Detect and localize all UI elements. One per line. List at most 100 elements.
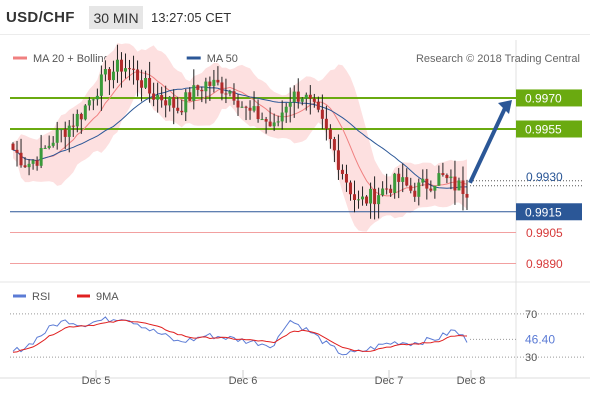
candle-down <box>348 182 352 195</box>
rsi-legend: RSI 9MA <box>13 291 119 303</box>
candle-down <box>465 193 469 198</box>
candle-down <box>268 121 272 127</box>
candle-down <box>461 180 465 194</box>
candle-up <box>228 91 232 94</box>
rsi-legend-label: RSI <box>32 291 50 303</box>
candle-up <box>369 188 373 204</box>
candle-down <box>224 93 228 95</box>
x-axis: Dec 5 Dec 6 Dec 7 Dec 8 <box>0 370 590 387</box>
candle-down <box>196 85 200 90</box>
candle-up <box>59 129 63 131</box>
candle-up <box>292 91 296 103</box>
candle-up <box>252 106 256 111</box>
candle-down <box>15 149 19 153</box>
rsi-tick-label: 70 <box>525 309 537 321</box>
candle-down <box>332 139 336 151</box>
candle-up <box>123 68 127 72</box>
candle-down <box>180 110 184 113</box>
timeframe-badge[interactable]: 30 MIN <box>89 6 143 29</box>
resistance-tag <box>516 89 582 107</box>
rsi-9ma-line <box>12 319 468 353</box>
candle-up <box>280 112 284 122</box>
resistance-tag <box>516 120 582 138</box>
legend-label: MA 50 <box>207 53 238 65</box>
candle-up <box>260 119 264 121</box>
chart-header: USD/CHF 30 MIN 13:27:05 CET <box>0 0 590 35</box>
candle-down <box>340 169 344 174</box>
candle-down <box>188 92 192 101</box>
currency-pair-title: USD/CHF <box>6 9 75 26</box>
candle-up <box>300 98 304 102</box>
candle-up <box>156 95 160 100</box>
candle-down <box>256 106 260 120</box>
candle-up <box>99 74 103 96</box>
candle-down <box>312 98 316 102</box>
rsi-legend-label: 9MA <box>96 291 119 303</box>
candle-down <box>389 188 393 193</box>
candle-down <box>152 93 156 100</box>
candle-up <box>87 100 91 106</box>
candle-up <box>39 148 43 166</box>
candle-down <box>200 89 204 92</box>
candle-up <box>381 188 385 196</box>
timeframe-label: 30 MIN <box>93 10 139 26</box>
candle-down <box>445 174 449 179</box>
candle-down <box>308 94 312 99</box>
candle-down <box>405 177 409 186</box>
copyright-text: Research © 2018 Trading Central <box>416 53 580 65</box>
current-price-tag <box>516 203 582 221</box>
candle-up <box>272 122 276 127</box>
candle-down <box>236 100 240 108</box>
candle-down <box>119 59 123 72</box>
candle-up <box>437 173 441 186</box>
support-label: 0.9890 <box>526 257 563 271</box>
candle-up <box>67 125 71 137</box>
candle-down <box>353 194 357 200</box>
candle-down <box>71 125 75 127</box>
candle-up <box>83 105 87 120</box>
candle-up <box>393 173 397 193</box>
candle-down <box>148 78 152 94</box>
moving-averages <box>12 70 468 197</box>
candle-up <box>212 79 216 86</box>
candle-down <box>441 173 445 175</box>
current-price-label: 0.9915 <box>525 205 562 219</box>
candle-down <box>172 96 176 108</box>
candle-up <box>361 196 365 200</box>
candle-down <box>344 173 348 183</box>
candle-down <box>244 106 248 108</box>
candle-down <box>429 188 433 191</box>
ma-legend: MA 20 + Bollinger Bands MA 50 Research © 2… <box>13 53 580 65</box>
support-label: 0.9905 <box>526 226 563 240</box>
candle-down <box>19 152 23 166</box>
candle-down <box>23 165 27 168</box>
candle-up <box>115 59 119 72</box>
rsi-line <box>12 316 468 356</box>
candle-down <box>413 190 417 197</box>
candle-down <box>176 107 180 111</box>
candle-down <box>107 69 111 81</box>
resistance-label: 0.9970 <box>525 91 562 105</box>
candle-up <box>184 92 188 113</box>
candle-down <box>328 128 332 140</box>
header-divider <box>0 34 590 35</box>
candle-down <box>160 95 164 101</box>
bollinger-fill <box>13 42 467 232</box>
x-tick-label: Dec 7 <box>375 375 404 387</box>
candle-down <box>11 143 15 150</box>
candle-down <box>409 185 413 191</box>
candle-up <box>144 78 148 88</box>
candle-up <box>75 113 79 127</box>
candle-down <box>220 82 224 94</box>
candle-down <box>136 69 140 81</box>
candle-down <box>425 178 429 189</box>
candle-up <box>31 160 35 164</box>
resistance-label: 0.9955 <box>525 122 562 136</box>
candle-down <box>35 160 39 166</box>
candle-down <box>128 68 132 70</box>
candlesticks <box>11 44 469 220</box>
ma20-line <box>12 70 468 197</box>
candle-up <box>192 85 196 101</box>
ma50-line <box>12 86 467 189</box>
